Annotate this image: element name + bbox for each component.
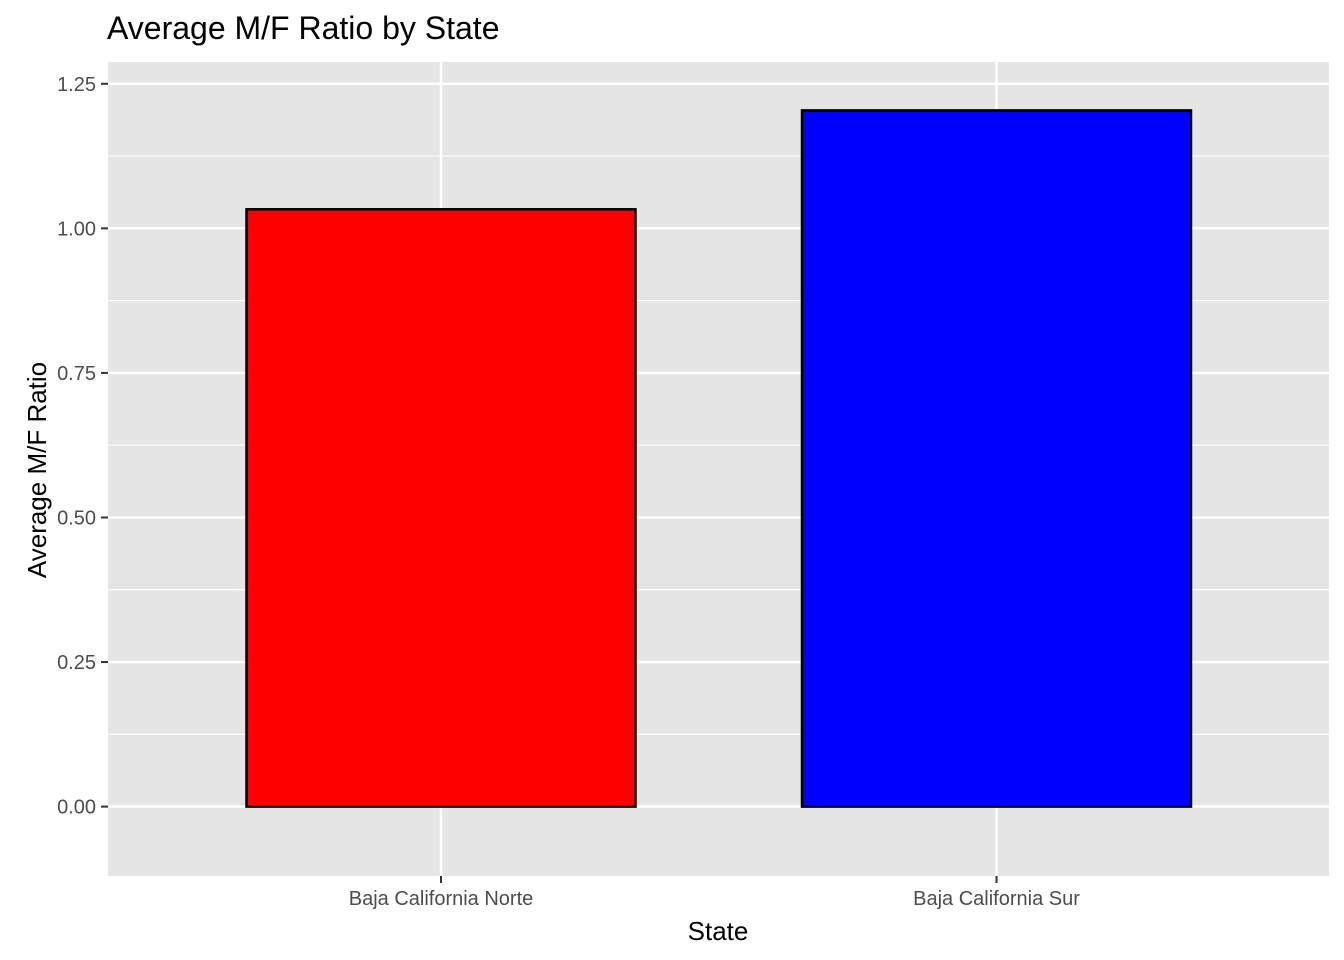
x-tick-label: Baja California Sur [913, 888, 1080, 910]
chart-title: Average M/F Ratio by State [107, 10, 499, 46]
bar-1 [245, 208, 637, 808]
x-tick-label: Baja California Norte [349, 888, 534, 910]
y-tick-label: 1.25 [57, 74, 96, 96]
y-tick-label: 0.25 [57, 652, 96, 674]
bars [245, 109, 1193, 808]
x-axis: Baja California Norte Baja California Sur [349, 876, 1080, 910]
y-axis: 0.00 0.25 0.50 0.75 1.00 1.25 [57, 74, 108, 819]
y-tick-label: 0.00 [57, 797, 96, 819]
y-tick-label: 0.50 [57, 507, 96, 529]
y-axis-title: Average M/F Ratio [22, 362, 52, 578]
y-tick-label: 1.00 [57, 218, 96, 240]
y-tick-label: 0.75 [57, 363, 96, 385]
x-axis-title: State [688, 916, 749, 946]
bar-2 [800, 109, 1193, 808]
